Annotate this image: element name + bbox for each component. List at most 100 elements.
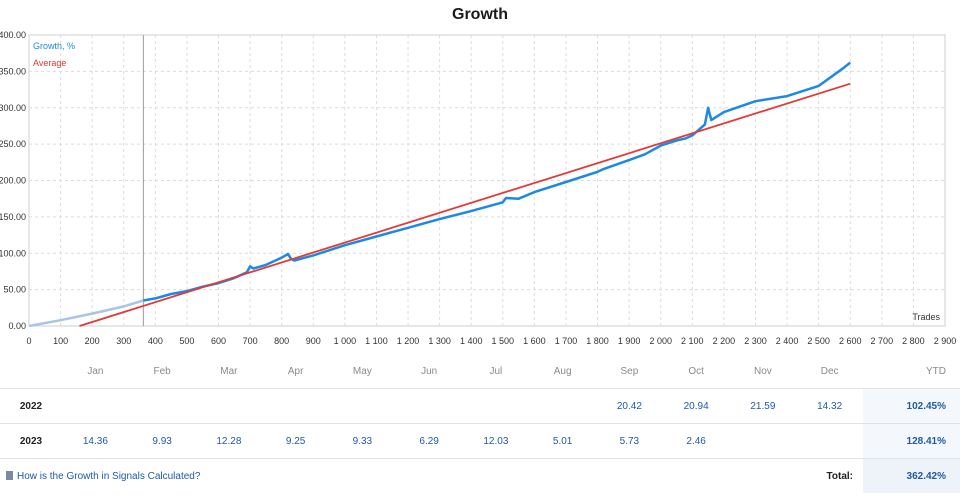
average-series-line [79,82,851,327]
month-header: Oct [688,365,704,377]
month-value [195,388,263,424]
legend-growth: Growth, % [33,41,75,51]
month-value: 14.36 [62,423,129,459]
x-tick-label: 1 400 [460,336,483,346]
total-label: Total: [395,458,863,493]
month-value: 2.46 [662,423,730,459]
month-header: Mar [220,365,238,377]
x-tick-label: 2 600 [839,336,862,346]
x-tick-label: 500 [179,336,194,346]
x-tick-label: 1 500 [492,336,515,346]
month-header: Apr [287,365,304,377]
x-tick-label: 300 [116,336,131,346]
month-value: 20.94 [662,388,730,424]
month-value: 21.59 [729,388,797,424]
ytd-value: 102.45% [863,388,960,424]
month-value: 12.03 [462,423,530,459]
chart-title: Growth [452,6,508,23]
x-tick-label: 400 [148,336,163,346]
month-value: 9.93 [128,423,196,459]
document-icon [6,470,13,480]
legend-average: Average [33,58,66,68]
month-value: 12.28 [195,423,263,459]
grid-lines [29,35,945,326]
x-tick-label: 2 700 [871,336,894,346]
x-tick-label: 1 800 [586,336,609,346]
x-tick-label: 1 900 [618,336,641,346]
year-row: 2023 14.36 9.93 12.28 9.25 9.33 6.29 12.03 5.01 5… [0,423,960,459]
month-value: 20.42 [596,388,663,424]
month-value [529,388,596,424]
year-label: 2022 [0,388,62,424]
year-label: 2023 [0,423,62,459]
growth-history-line [28,299,144,328]
y-tick-label: 200.00 [0,176,26,186]
month-value [729,423,797,459]
month-header: Nov [753,365,772,377]
ytd-header: YTD [926,365,946,377]
x-tick-label: 1 000 [334,336,357,346]
month-header: Aug [553,365,572,377]
month-value [329,388,396,424]
growth-series-line [143,61,851,302]
legend: Growth, % Average [33,41,75,68]
month-header: Jan [87,365,104,377]
month-header: Jul [489,365,503,377]
total-value: 362.42% [863,458,960,493]
axis-tick-labels: 0.00 50.00 100.00 150.00 200.00 250.00 300.00 3… [0,30,956,346]
x-tick-label: 2 300 [744,336,767,346]
x-tick-label: 100 [53,336,68,346]
x-tick-label: 2 100 [681,336,704,346]
x-tick-label: 700 [243,336,258,346]
y-tick-label: 300.00 [0,103,26,113]
ytd-value: 128.41% [863,423,960,459]
month-value [462,388,530,424]
year-row: 2022 20.42 20.94 21.59 14.32 102.45% [0,388,960,424]
month-value: 9.33 [329,423,396,459]
x-tick-label: 1 600 [523,336,546,346]
corner-cell [0,354,62,389]
x-tick-label: 2 800 [902,336,925,346]
x-tick-label: 0 [26,336,31,346]
growth-calculation-link-text[interactable]: How is the Growth in Signals Calculated? [17,470,201,482]
growth-chart: 0.00 50.00 100.00 150.00 200.00 250.00 300.00 3… [0,30,956,346]
x-tick-label: 2 400 [776,336,799,346]
month-header: Feb [153,365,171,377]
month-value [796,423,863,459]
x-tick-label: 200 [85,336,100,346]
month-value: 14.32 [796,388,863,424]
month-header: Dec [820,365,839,377]
y-tick-label: 250.00 [0,139,26,149]
x-tick-label: 2 900 [934,336,957,346]
x-axis-label: Trades [912,312,940,322]
x-tick-label: 2 500 [807,336,830,346]
month-header: Jun [421,365,438,377]
month-header: Sep [620,365,639,377]
month-value [128,388,196,424]
monthly-growth-table: Jan Feb Mar Apr May Jun Jul Aug Sep Oct Nov Dec YTD … [0,354,960,493]
month-value: 9.25 [262,423,329,459]
x-tick-label: 2 000 [649,336,672,346]
month-value [262,388,329,424]
total-row: How is the Growth in Signals Calculated?… [0,458,960,493]
x-tick-label: 1 100 [365,336,388,346]
x-tick-label: 600 [211,336,226,346]
y-tick-label: 350.00 [0,66,26,76]
month-value: 5.73 [596,423,663,459]
x-tick-label: 800 [274,336,289,346]
x-tick-label: 2 200 [713,336,736,346]
month-value: 6.29 [395,423,463,459]
growth-calculation-link[interactable]: How is the Growth in Signals Calculated? [0,458,396,493]
month-value [395,388,463,424]
month-header: May [352,365,372,377]
y-tick-label: 100.00 [0,248,26,258]
y-tick-label: 400.00 [0,30,26,40]
series-layer [28,61,851,328]
y-tick-label: 0.00 [8,321,26,331]
month-header-row: Jan Feb Mar Apr May Jun Jul Aug Sep Oct Nov Dec YTD [0,354,960,389]
x-tick-label: 1 300 [428,336,451,346]
x-tick-label: 1 700 [555,336,578,346]
x-tick-label: 1 200 [397,336,420,346]
month-value [62,388,129,424]
x-tick-label: 900 [306,336,321,346]
